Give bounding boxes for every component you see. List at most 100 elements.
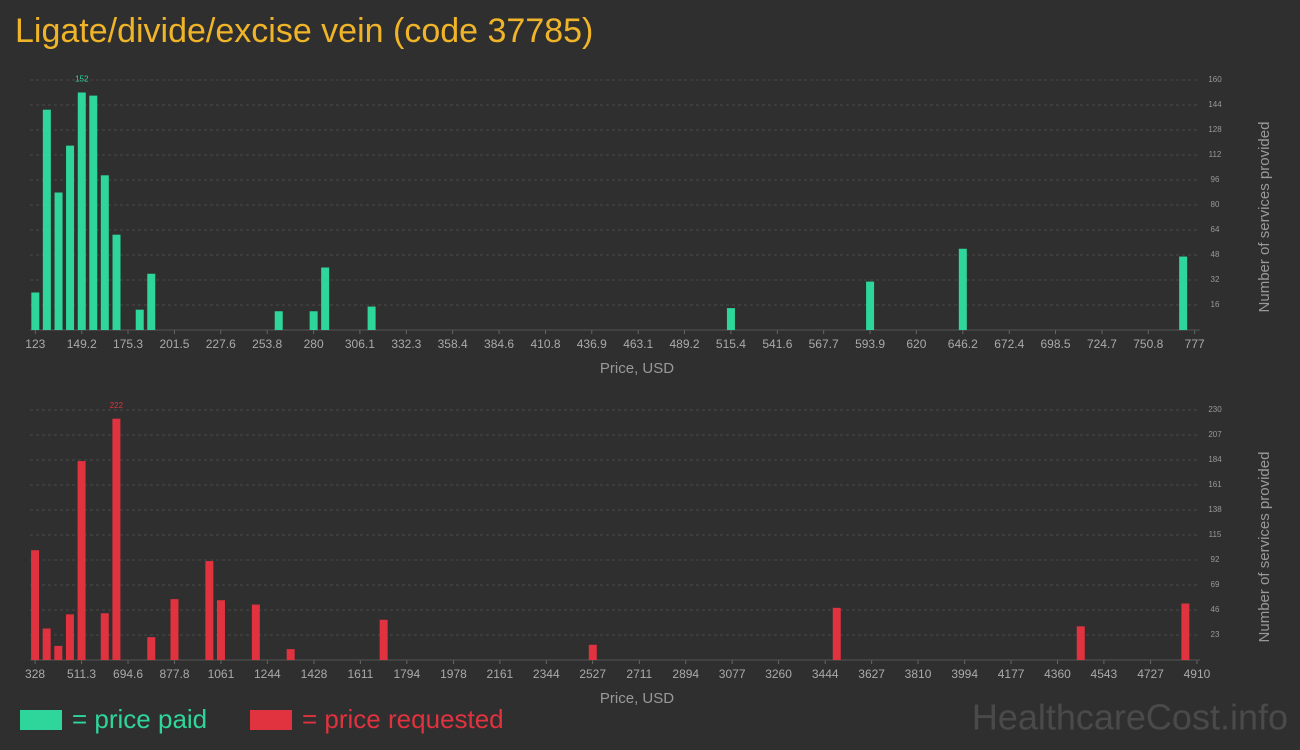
bar [170,599,179,660]
x-tick-label: 2161 [487,667,514,681]
x-tick-label: 4543 [1091,667,1118,681]
y-tick-label: 207 [1208,430,1222,439]
x-tick-label: 328 [25,667,45,681]
bar [1179,256,1188,330]
watermark: HealthcareCost.info [972,697,1288,738]
x-tick-label: 2344 [533,667,560,681]
bar [588,644,597,660]
y-tick-label: 64 [1211,225,1220,234]
y-axis-title: Number of services provided [1256,452,1273,643]
x-tick-label: 3260 [765,667,792,681]
x-tick-label: 463.1 [623,337,653,351]
y-tick-label: 48 [1211,250,1220,259]
x-tick-label: 123 [25,337,45,351]
x-tick-label: 620 [906,337,926,351]
bar [31,550,40,660]
bar [1181,603,1190,660]
y-tick-label: 230 [1208,405,1222,414]
x-tick-label: 149.2 [67,337,97,351]
x-tick-label: 1611 [348,667,374,681]
x-tick-label: 511.3 [67,667,96,681]
x-tick-label: 567.7 [809,337,839,351]
bar [54,645,63,660]
bar [100,613,109,660]
x-tick-label: 489.2 [669,337,699,351]
bar [274,311,283,330]
bar [31,292,40,330]
y-tick-label: 138 [1208,505,1222,514]
y-tick-label: 16 [1211,300,1220,309]
y-tick-label: 46 [1211,605,1220,614]
bar [77,92,86,330]
bar [367,306,376,330]
bar [286,649,295,660]
x-tick-label: 2711 [626,667,652,681]
x-tick-label: 1428 [301,667,328,681]
legend-swatch [20,710,62,730]
x-tick-label: 777 [1185,337,1205,351]
x-tick-label: 750.8 [1133,337,1163,351]
x-tick-label: 358.4 [438,337,468,351]
x-tick-label: 877.8 [159,667,189,681]
y-axis-title: Number of services provided [1256,122,1273,313]
y-tick-label: 80 [1211,200,1220,209]
x-tick-label: 593.9 [855,337,885,351]
x-tick-label: 227.6 [206,337,236,351]
bar [100,175,109,330]
bar [42,628,51,660]
x-tick-label: 724.7 [1087,337,1117,351]
bar [321,267,330,330]
y-tick-label: 23 [1211,630,1220,639]
x-tick-label: 698.5 [1041,337,1071,351]
bar [832,607,841,660]
bar [866,281,875,330]
bar [135,309,144,330]
x-tick-label: 410.8 [530,337,560,351]
x-tick-label: 306.1 [345,337,375,351]
legend-label: = price requested [302,704,504,734]
x-tick-label: 1244 [254,667,281,681]
chart-title: Ligate/divide/excise vein (code 37785) [15,12,593,50]
value-label: 222 [110,401,124,410]
x-tick-label: 646.2 [948,337,978,351]
x-tick-label: 1061 [208,667,235,681]
y-tick-label: 96 [1211,175,1220,184]
x-tick-label: 332.3 [391,337,421,351]
bar [65,614,74,660]
x-tick-label: 253.8 [252,337,282,351]
x-tick-label: 3994 [951,667,978,681]
x-tick-label: 201.5 [159,337,189,351]
bar [147,637,156,660]
y-tick-label: 69 [1211,580,1220,589]
bar [54,192,63,330]
bar [42,109,51,330]
x-tick-label: 3810 [905,667,932,681]
x-tick-label: 280 [304,337,324,351]
y-tick-label: 144 [1208,100,1222,109]
y-tick-label: 92 [1211,555,1220,564]
x-axis-title: Price, USD [600,360,674,377]
x-tick-label: 1794 [393,667,420,681]
bar [726,308,735,330]
x-tick-label: 4360 [1044,667,1071,681]
x-axis-title: Price, USD [600,690,674,707]
bar [379,619,388,660]
x-tick-label: 175.3 [113,337,143,351]
x-tick-label: 1978 [440,667,467,681]
y-tick-label: 128 [1208,125,1222,134]
x-tick-label: 4177 [998,667,1025,681]
bar [309,311,318,330]
x-tick-label: 2894 [672,667,699,681]
y-tick-label: 32 [1211,275,1220,284]
x-tick-label: 4727 [1137,667,1164,681]
bar [958,248,967,330]
bar [251,604,260,660]
x-tick-label: 515.4 [716,337,746,351]
x-tick-label: 672.4 [994,337,1024,351]
bar [205,561,214,660]
y-tick-label: 184 [1208,455,1222,464]
x-tick-label: 384.6 [484,337,514,351]
legend-swatch [250,710,292,730]
